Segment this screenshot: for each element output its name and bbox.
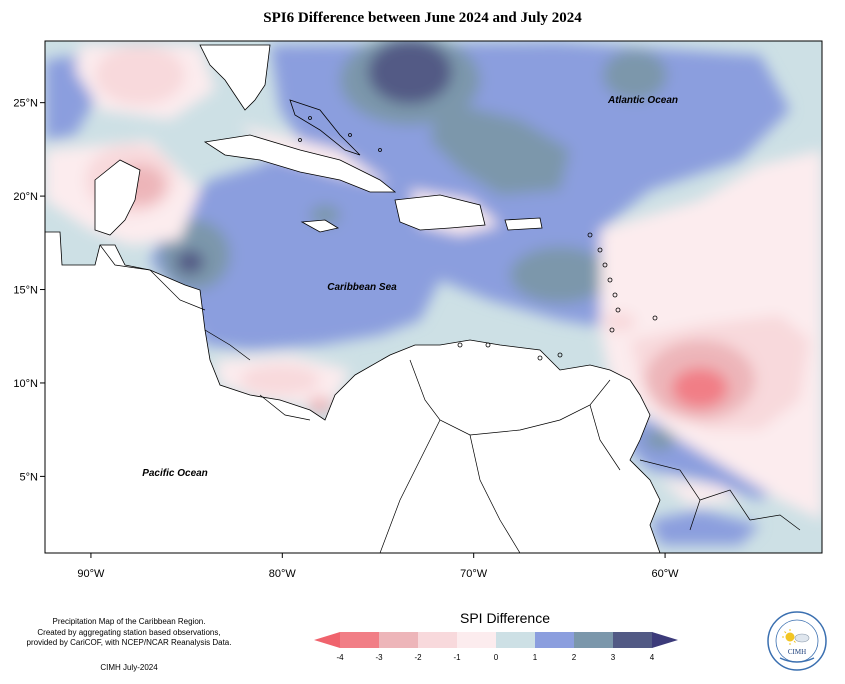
yucatan-land bbox=[94, 159, 141, 236]
legend-low-arrow bbox=[314, 632, 340, 648]
map-credit: CIMH July-2024 bbox=[100, 663, 158, 672]
legend-tick-label: -3 bbox=[375, 653, 383, 662]
logo-text: CIMH bbox=[788, 648, 806, 656]
lon-tick-label: 90°W bbox=[77, 568, 105, 580]
pacific-ocean-label: Pacific Ocean bbox=[142, 468, 208, 479]
legend-tick-label: 3 bbox=[611, 653, 616, 662]
map-title: SPI6 Difference between June 2024 and Ju… bbox=[263, 10, 582, 26]
legend-swatch bbox=[457, 632, 497, 648]
legend-tick-label: -2 bbox=[414, 653, 422, 662]
source-note: Precipitation Map of the Caribbean Regio… bbox=[14, 617, 244, 672]
legend-swatch bbox=[496, 632, 536, 648]
legend-tick-label: -4 bbox=[336, 653, 344, 662]
legend-tick-label: 2 bbox=[572, 653, 577, 662]
spi-field: Atlantic Ocean Caribbean Sea Pacific Oce… bbox=[45, 41, 822, 553]
legend-swatch bbox=[379, 632, 419, 648]
lesser-antilles bbox=[298, 116, 658, 361]
legend-swatch bbox=[613, 632, 653, 648]
central-america-land bbox=[45, 231, 661, 553]
lat-tick-label: 10°N bbox=[13, 378, 38, 390]
legend-swatch bbox=[574, 632, 614, 648]
source-note-line2: Created by aggregating station based obs… bbox=[37, 627, 221, 637]
axis-ticks: 90°W 80°W 70°W 60°W 25°N 20°N 15°N 10°N 5°N bbox=[13, 98, 679, 580]
lat-tick-label: 15°N bbox=[13, 285, 38, 297]
country-borders bbox=[99, 244, 801, 553]
atlantic-ocean-label: Atlantic Ocean bbox=[607, 95, 678, 106]
legend-tick-label: -1 bbox=[453, 653, 461, 662]
lat-tick-label: 20°N bbox=[13, 191, 38, 203]
legend-swatch bbox=[340, 632, 380, 648]
map-frame bbox=[44, 40, 823, 554]
legend-high-arrow bbox=[652, 632, 678, 648]
lat-tick-label: 5°N bbox=[20, 471, 39, 483]
legend-tick-label: 4 bbox=[650, 653, 655, 662]
source-note-line1: Precipitation Map of the Caribbean Regio… bbox=[52, 617, 206, 626]
bahamas-islands bbox=[289, 99, 361, 156]
cloud-icon bbox=[794, 633, 810, 643]
caribbean-sea-label: Caribbean Sea bbox=[327, 282, 397, 293]
cuba-island bbox=[203, 134, 397, 193]
lon-tick-label: 60°W bbox=[652, 568, 680, 580]
lon-tick-label: 80°W bbox=[269, 568, 297, 580]
legend-tick-label: 1 bbox=[533, 653, 538, 662]
jamaica-island bbox=[300, 219, 340, 233]
legend-tick-label: 0 bbox=[494, 653, 499, 662]
lon-tick-label: 70°W bbox=[460, 568, 488, 580]
legend-swatch bbox=[418, 632, 458, 648]
legend-swatch bbox=[535, 632, 575, 648]
source-note-line3: provided by CariCOF, with NCEP/NCAR Rean… bbox=[26, 638, 232, 647]
hispaniola-island bbox=[394, 194, 486, 231]
land-masses bbox=[45, 44, 661, 553]
florida-land bbox=[199, 44, 271, 111]
sun-icon bbox=[782, 629, 798, 645]
puerto-rico-island bbox=[504, 217, 543, 231]
legend-title: SPI Difference bbox=[459, 610, 550, 626]
lat-tick-label: 25°N bbox=[13, 98, 38, 110]
cimh-logo: CIMH bbox=[767, 611, 827, 671]
